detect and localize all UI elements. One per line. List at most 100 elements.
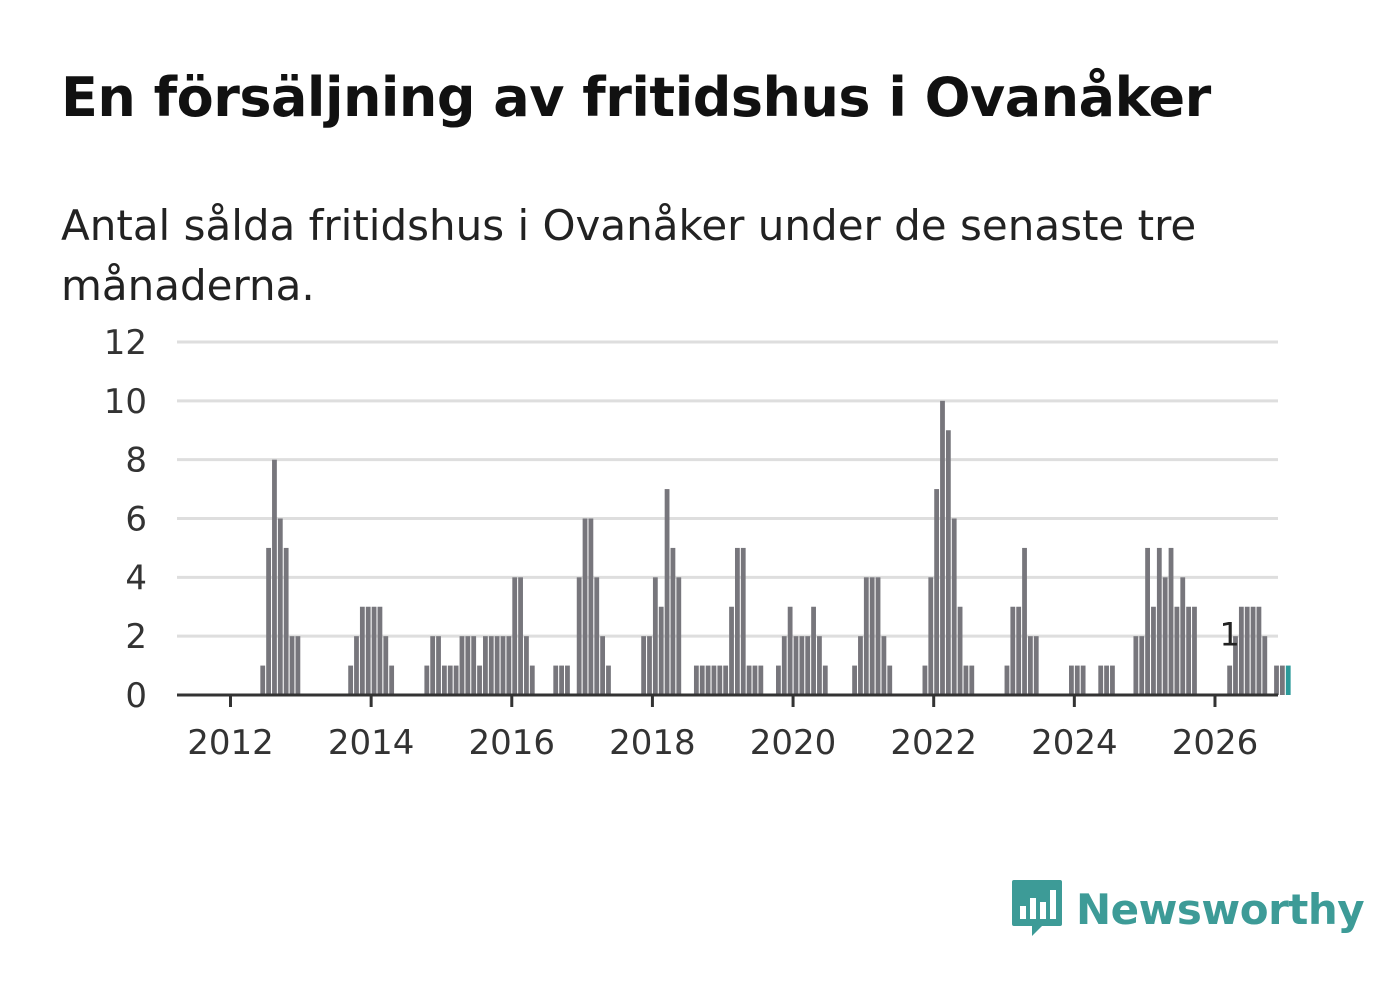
bar	[717, 665, 723, 695]
x-tick-label: 2026	[1172, 723, 1259, 763]
bar	[1151, 606, 1156, 695]
bar	[858, 636, 863, 695]
bar	[1016, 606, 1022, 695]
bar	[957, 606, 963, 695]
bar	[940, 400, 945, 695]
bar	[483, 636, 488, 695]
bar	[658, 606, 664, 695]
bar	[1156, 547, 1162, 695]
x-tick-label: 2022	[890, 723, 977, 763]
bar	[488, 636, 494, 695]
bar	[359, 606, 365, 695]
newsworthy-chart-bubble-icon	[1012, 880, 1062, 936]
bar	[594, 577, 600, 695]
bar	[1168, 547, 1174, 695]
y-axis-ticks: 0 2 4 6 8 10 12	[104, 323, 147, 716]
bar	[559, 665, 564, 695]
bar	[1022, 547, 1027, 695]
bar	[582, 518, 588, 695]
bar	[951, 518, 957, 695]
x-tick-label: 2020	[750, 723, 837, 763]
bar	[1256, 606, 1262, 695]
bar	[963, 665, 969, 695]
bar	[1004, 665, 1010, 695]
bar	[1186, 606, 1192, 695]
bars	[260, 400, 1291, 695]
x-axis-ticks: 2012 2014 2016 2018 2020 2022 2024 2026	[187, 695, 1258, 763]
bar	[746, 665, 752, 695]
bar	[776, 665, 781, 695]
bar	[283, 547, 289, 695]
bar	[945, 430, 951, 695]
bar	[512, 577, 518, 695]
bar	[1244, 606, 1250, 695]
bar	[1162, 577, 1168, 695]
bar	[793, 636, 799, 695]
x-tick-label: 2012	[187, 723, 274, 763]
bar	[1104, 665, 1109, 695]
bar	[266, 547, 271, 695]
bar	[647, 636, 652, 695]
chart-subtitle: Antal sålda fritidshus i Ovanåker under …	[61, 201, 1197, 310]
bar	[506, 636, 512, 695]
bar	[441, 665, 447, 695]
bar	[430, 636, 436, 695]
bar	[670, 547, 676, 695]
bar	[817, 636, 822, 695]
bar	[1074, 665, 1080, 695]
bar	[1139, 636, 1145, 695]
bar	[1262, 636, 1268, 695]
bar	[781, 636, 787, 695]
bar	[1238, 606, 1244, 695]
y-tick-label: 4	[125, 558, 147, 598]
bar	[606, 665, 611, 695]
bar	[1180, 577, 1186, 695]
bar	[705, 665, 711, 695]
bar	[371, 606, 377, 695]
data-label: 1	[1219, 616, 1239, 654]
bar	[272, 459, 277, 695]
bar	[863, 577, 869, 695]
bar	[1033, 636, 1039, 695]
y-tick-label: 6	[125, 500, 147, 540]
bar	[277, 518, 283, 695]
bar	[524, 636, 529, 695]
bar	[447, 665, 453, 695]
bar	[729, 606, 734, 695]
bar	[576, 577, 582, 695]
bar	[641, 636, 647, 695]
bar	[869, 577, 875, 695]
bar	[881, 636, 887, 695]
bar	[1279, 665, 1285, 695]
bar	[664, 489, 670, 695]
y-tick-label: 10	[104, 382, 147, 422]
highlighted-bar	[1285, 665, 1291, 695]
bar	[260, 665, 266, 695]
x-tick-label: 2018	[609, 723, 696, 763]
bar	[693, 665, 699, 695]
newsworthy-logo: Newsworthy	[1010, 878, 1365, 940]
bar	[875, 577, 881, 695]
bar	[752, 665, 758, 695]
bar	[887, 665, 893, 695]
bar	[1250, 606, 1256, 695]
bar	[740, 547, 746, 695]
bar	[453, 665, 459, 695]
bar	[1110, 665, 1115, 695]
bar	[383, 636, 389, 695]
bar	[500, 636, 506, 695]
bar	[471, 636, 477, 695]
bar	[1274, 665, 1279, 695]
bar	[734, 547, 740, 695]
bar	[1069, 665, 1074, 695]
bar	[424, 665, 430, 695]
x-tick-label: 2024	[1031, 723, 1118, 763]
gridlines	[177, 340, 1278, 638]
bar	[553, 665, 559, 695]
bar	[676, 577, 682, 695]
bar	[494, 636, 500, 695]
bar	[934, 489, 940, 695]
bar	[1192, 606, 1197, 695]
y-tick-label: 12	[104, 323, 147, 363]
chart-title: En försäljning av fritidshus i Ovanåker	[61, 66, 1211, 129]
